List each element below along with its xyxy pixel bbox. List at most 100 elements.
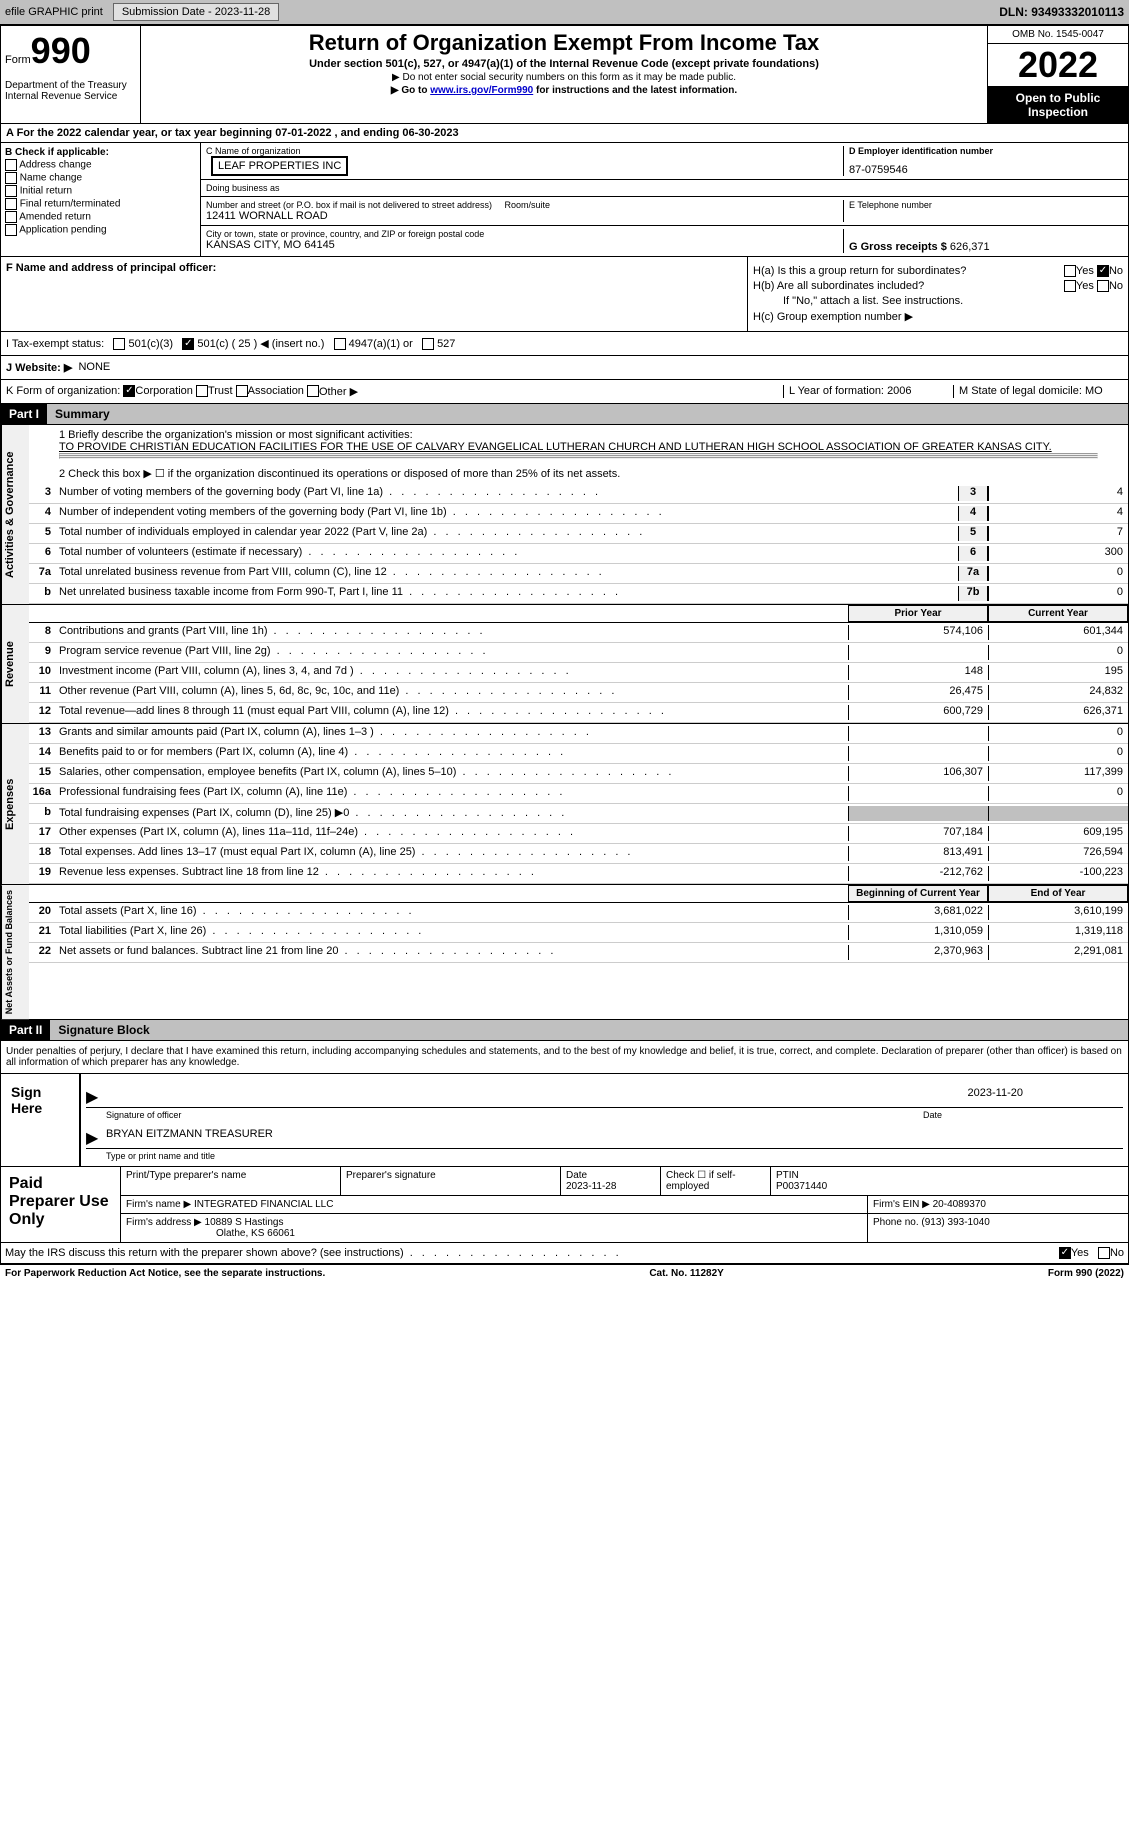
city-label: City or town, state or province, country… [206, 229, 838, 239]
col-h: H(a) Is this a group return for subordin… [748, 257, 1128, 331]
l-label: L Year of formation: [789, 385, 884, 397]
cb-final-return[interactable]: Final return/terminated [5, 198, 196, 210]
cb-501c3[interactable] [113, 338, 125, 350]
vtab-rev: Revenue [1, 605, 29, 723]
mission-text: TO PROVIDE CHRISTIAN EDUCATION FACILITIE… [59, 441, 1098, 453]
preparer-label: Paid Preparer Use Only [1, 1167, 121, 1242]
form-number: 990 [31, 30, 91, 71]
part1-header: Part I Summary [0, 404, 1129, 425]
room-label: Room/suite [504, 200, 550, 210]
cb-application-pending[interactable]: Application pending [5, 224, 196, 236]
dln-label: DLN: 93493332010113 [999, 5, 1124, 19]
form-label: Form [5, 54, 31, 66]
prep-check-label: Check ☐ if self-employed [666, 1170, 765, 1192]
addr-label: Number and street (or P.O. box if mail i… [206, 200, 492, 210]
form-subtitle: Under section 501(c), 527, or 4947(a)(1)… [145, 58, 983, 70]
sig-date: 2023-11-20 [968, 1087, 1023, 1107]
firm-phone: (913) 393-1040 [921, 1217, 989, 1228]
hb-no[interactable] [1097, 280, 1109, 292]
vtab-ag: Activities & Governance [1, 425, 29, 604]
cb-527[interactable] [422, 338, 434, 350]
top-bar: efile GRAPHIC print Submission Date - 20… [0, 0, 1129, 25]
ptin-value: P00371440 [776, 1181, 1123, 1192]
cat-no: Cat. No. 11282Y [649, 1268, 723, 1279]
section-net: Net Assets or Fund Balances Beginning of… [0, 885, 1129, 1020]
l-value: 2006 [887, 385, 911, 397]
hb-yes[interactable] [1064, 280, 1076, 292]
cb-other[interactable] [307, 385, 319, 397]
gross-label: G Gross receipts $ [849, 241, 947, 253]
hdr-prior: Prior Year [848, 605, 988, 622]
preparer-block: Paid Preparer Use Only Print/Type prepar… [0, 1167, 1129, 1243]
cb-trust[interactable] [196, 385, 208, 397]
form-note2: ▶ Go to www.irs.gov/Form990 for instruct… [145, 85, 983, 96]
cb-4947[interactable] [334, 338, 346, 350]
col-b: B Check if applicable: Address change Na… [1, 143, 201, 256]
firm-name-label: Firm's name ▶ [126, 1199, 191, 1210]
firm-ein-label: Firm's EIN ▶ [873, 1199, 930, 1210]
penalty-text: Under penalties of perjury, I declare th… [0, 1041, 1129, 1074]
hc-label: H(c) Group exemption number ▶ [753, 310, 1123, 323]
cb-amended-return[interactable]: Amended return [5, 211, 196, 223]
line-20: 20Total assets (Part X, line 16)3,681,02… [29, 903, 1128, 923]
discuss-no[interactable] [1098, 1247, 1110, 1259]
form-header: Form990 Department of the Treasury Inter… [0, 25, 1129, 124]
officer-label: F Name and address of principal officer: [6, 262, 742, 274]
sig-arrow2-icon: ▶ [86, 1128, 106, 1148]
line-b: bTotal fundraising expenses (Part IX, co… [29, 804, 1128, 824]
city-value: KANSAS CITY, MO 64145 [206, 239, 838, 251]
ha-no[interactable]: ✓ [1097, 265, 1109, 277]
org-name-label: C Name of organization [206, 146, 838, 156]
dept-label: Department of the Treasury Internal Reve… [5, 80, 136, 102]
form-ref: Form 990 (2022) [1048, 1268, 1124, 1279]
j-label: J Website: ▶ [6, 361, 72, 374]
line-22: 22Net assets or fund balances. Subtract … [29, 943, 1128, 963]
i-label: I Tax-exempt status: [6, 338, 104, 350]
cb-name-change[interactable]: Name change [5, 172, 196, 184]
irs-link[interactable]: www.irs.gov/Form990 [430, 85, 533, 96]
footer: For Paperwork Reduction Act Notice, see … [0, 1264, 1129, 1282]
line-19: 19Revenue less expenses. Subtract line 1… [29, 864, 1128, 884]
section-ag: Activities & Governance 1 Briefly descri… [0, 425, 1129, 605]
line-2: 2 Check this box ▶ ☐ if the organization… [29, 463, 1128, 484]
part1-title: Summary [47, 404, 1128, 424]
block-bc: B Check if applicable: Address change Na… [0, 143, 1129, 257]
row-i: I Tax-exempt status: 501(c)(3) ✓ 501(c) … [0, 332, 1129, 356]
addr-value: 12411 WORNALL ROAD [206, 210, 838, 222]
pra-notice: For Paperwork Reduction Act Notice, see … [5, 1268, 325, 1279]
ein-label: D Employer identification number [849, 146, 1123, 156]
part2-title: Signature Block [50, 1020, 1128, 1040]
col-c: C Name of organization LEAF PROPERTIES I… [201, 143, 1128, 256]
hdr-end: End of Year [988, 885, 1128, 902]
hb-note: If "No," attach a list. See instructions… [753, 295, 1123, 307]
sign-here-label: Sign Here [1, 1074, 81, 1166]
gross-value: 626,371 [950, 241, 990, 253]
mission-block: 1 Briefly describe the organization's mi… [29, 425, 1128, 463]
m-value: MO [1085, 385, 1103, 397]
j-value: NONE [78, 361, 110, 374]
officer-name: BRYAN EITZMANN TREASURER [106, 1128, 273, 1148]
line-12: 12Total revenue—add lines 8 through 11 (… [29, 703, 1128, 723]
line-16a: 16aProfessional fundraising fees (Part I… [29, 784, 1128, 804]
line-3: 3Number of voting members of the governi… [29, 484, 1128, 504]
line-4: 4Number of independent voting members of… [29, 504, 1128, 524]
cb-corp[interactable]: ✓ [123, 385, 135, 397]
cb-assoc[interactable] [236, 385, 248, 397]
header-center: Return of Organization Exempt From Incom… [141, 26, 988, 123]
cb-501c[interactable]: ✓ [182, 338, 194, 350]
line-10: 10Investment income (Part VIII, column (… [29, 663, 1128, 683]
cb-address-change[interactable]: Address change [5, 159, 196, 171]
prep-name-label: Print/Type preparer's name [126, 1170, 335, 1181]
submission-date-button[interactable]: Submission Date - 2023-11-28 [113, 3, 279, 21]
row-k: K Form of organization: ✓ Corporation Tr… [0, 380, 1129, 404]
col-b-heading: B Check if applicable: [5, 147, 196, 158]
tax-year: 2022 [988, 44, 1128, 87]
cb-initial-return[interactable]: Initial return [5, 185, 196, 197]
hdr-begin: Beginning of Current Year [848, 885, 988, 902]
discuss-yes[interactable]: ✓ [1059, 1247, 1071, 1259]
firm-addr: 10889 S Hastings [205, 1217, 284, 1228]
vtab-net: Net Assets or Fund Balances [1, 885, 29, 1019]
part2-header: Part II Signature Block [0, 1020, 1129, 1041]
ha-yes[interactable] [1064, 265, 1076, 277]
discuss-text: May the IRS discuss this return with the… [5, 1247, 622, 1259]
